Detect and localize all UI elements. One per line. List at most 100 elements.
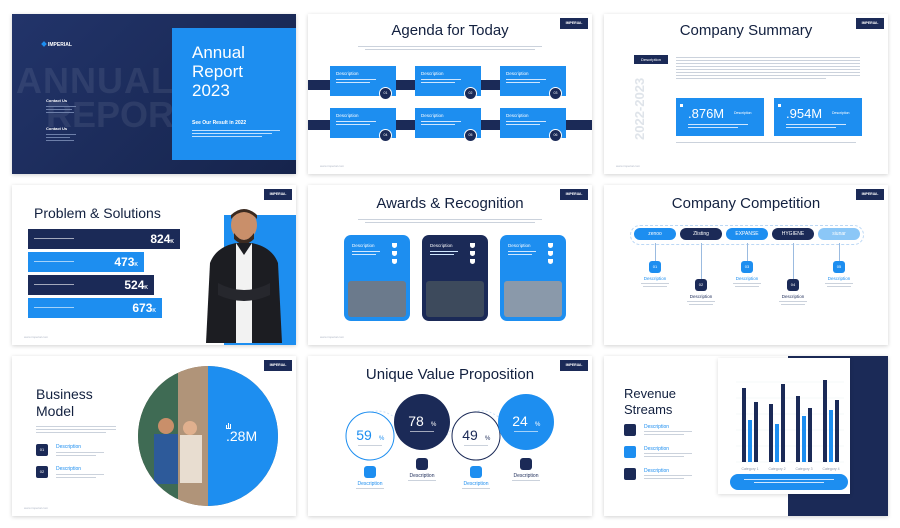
brand-badge: IMPERIAL — [856, 189, 884, 200]
award-card-label: Description — [352, 243, 375, 248]
slide-cover[interactable]: IMPERIAL ANNUAL REPORT Contact Us Contac… — [12, 14, 296, 174]
slide-problem[interactable]: IMPERIAL Problem & Solutions 824K 473K 524… — [12, 185, 296, 345]
award-photo — [348, 281, 406, 317]
business-circle — [138, 366, 278, 506]
uvp-circle — [451, 411, 501, 461]
trophy-icon — [392, 243, 397, 248]
problem-bar: 824K — [28, 229, 180, 249]
competitor-logo[interactable]: siunar — [818, 228, 860, 240]
cover-title-2: Report — [192, 62, 244, 81]
summary-stat-2: .954M Description — [774, 98, 862, 136]
trophy-icon — [392, 259, 397, 264]
competition-title: Company Competition — [671, 195, 821, 212]
award-card-label: Description — [430, 243, 453, 248]
award-card-text — [508, 254, 532, 255]
revenue-item-text — [644, 431, 692, 432]
problem-bar-text — [34, 261, 74, 262]
agenda-box-text — [421, 124, 455, 125]
slide-awards[interactable]: IMPERIAL Awards & Recognition Descriptio… — [308, 185, 592, 345]
revenue-bar — [754, 402, 758, 462]
revenue-item-label: Description — [644, 446, 670, 452]
uvp-label-text — [512, 480, 540, 481]
cover-contact-title: Contact Us — [46, 98, 68, 103]
brand-badge: IMPERIAL — [264, 360, 292, 371]
revenue-category-label: Category 4 — [822, 467, 839, 471]
business-item-label: Description — [56, 444, 82, 450]
competition-node-text — [827, 286, 851, 287]
competition-node-label: Description — [735, 276, 759, 281]
slide-agenda[interactable]: IMPERIAL Agenda for Today Description 01 D… — [308, 14, 592, 174]
agenda-box[interactable]: Description 01 — [330, 66, 396, 100]
competitor-logo[interactable]: EXPANSE — [726, 228, 768, 240]
uvp-circle — [498, 394, 554, 450]
trophy-icon — [548, 251, 553, 256]
slide-summary[interactable]: IMPERIAL Company Summary Description 202… — [604, 14, 888, 174]
competitor-logo[interactable]: HYGIENE — [772, 228, 814, 240]
business-title-2: Model — [36, 403, 75, 419]
revenue-bar — [835, 400, 839, 462]
problem-title: Problem & Solutions — [34, 205, 161, 221]
revenue-bar — [769, 404, 773, 462]
business-item-text — [56, 455, 96, 456]
business-item-number: 01 — [36, 444, 48, 456]
award-card-text — [430, 251, 458, 252]
trophy-icon — [470, 259, 475, 264]
agenda-box-text — [421, 121, 461, 122]
awards-intro — [358, 217, 542, 225]
award-card[interactable]: Description — [500, 235, 566, 321]
uvp-stat-value: 24 — [512, 413, 528, 429]
competition-node-text — [641, 283, 669, 284]
slide-revenue[interactable]: IMPERIAL Revenue Streams DescriptionDesc… — [604, 356, 888, 516]
business-title-1: Business — [36, 386, 93, 402]
uvp-label-text — [408, 480, 436, 481]
agenda-box[interactable]: Description 02 — [415, 66, 481, 100]
agenda-box[interactable]: Description 05 — [415, 108, 481, 142]
uvp-label: Description — [463, 481, 488, 487]
competition-node-text — [779, 301, 807, 302]
agenda-box-text — [336, 121, 376, 122]
brand-badge: IMPERIAL — [856, 18, 884, 29]
problem-bar: 473K — [28, 252, 144, 272]
agenda-box[interactable]: Description 04 — [330, 108, 396, 142]
problem-bar-value: 673K — [132, 301, 156, 315]
problem-bar-number: 673 — [132, 301, 153, 315]
connector-line — [839, 243, 840, 261]
slide-competition[interactable]: IMPERIAL Company Competition zenoo Zlisti… — [604, 185, 888, 345]
competition-node-text — [733, 283, 761, 284]
award-photo — [426, 281, 484, 317]
agenda-box[interactable]: Description 03 — [500, 66, 566, 100]
award-card-label: Description — [508, 243, 531, 248]
award-card[interactable]: Description — [344, 235, 410, 321]
agenda-box[interactable]: Description 06 — [500, 108, 566, 142]
slide-uvp[interactable]: IMPERIAL Unique Value Proposition 59% Des… — [308, 356, 592, 516]
summary-text — [676, 55, 860, 81]
summary-stat-2-value: .954M — [786, 106, 823, 121]
revenue-chart: Category 1 Category 2 Category 3 Category 4 — [736, 380, 844, 471]
person-photo — [206, 209, 282, 343]
business-item-text — [56, 477, 96, 478]
competitor-logo[interactable]: zenoo — [634, 228, 676, 240]
revenue-caption — [730, 474, 848, 490]
business-stat-icon — [226, 422, 231, 429]
cover-tagline: See Our Result in 2022 — [192, 120, 247, 126]
revenue-item-label: Description — [644, 424, 670, 430]
uvp-circle-text — [358, 445, 382, 446]
award-card[interactable]: Description — [422, 235, 488, 321]
business-item-label: Description — [56, 466, 82, 472]
business-item-text — [56, 452, 104, 453]
uvp-stat-suffix: % — [431, 422, 437, 428]
competition-node: 02 — [695, 279, 707, 291]
award-card-text — [352, 254, 376, 255]
revenue-category-label: Category 3 — [795, 467, 812, 471]
agenda-box-label: Description — [506, 71, 529, 76]
problem-footer: www.imperial.com — [24, 335, 49, 339]
slide-business[interactable]: IMPERIAL Business Model 01 Description 02 D… — [12, 356, 296, 516]
cover-contact-title-2: Contact Us — [46, 126, 68, 131]
problem-bar-text — [34, 284, 74, 285]
competition-node-text — [825, 283, 853, 284]
agenda-footer: www.imperial.com — [320, 164, 345, 168]
competitor-logo[interactable]: Zlisting — [680, 228, 722, 240]
agenda-box-label: Description — [421, 113, 444, 118]
agenda-box-text — [506, 121, 546, 122]
summary-badge: Description — [634, 55, 668, 64]
